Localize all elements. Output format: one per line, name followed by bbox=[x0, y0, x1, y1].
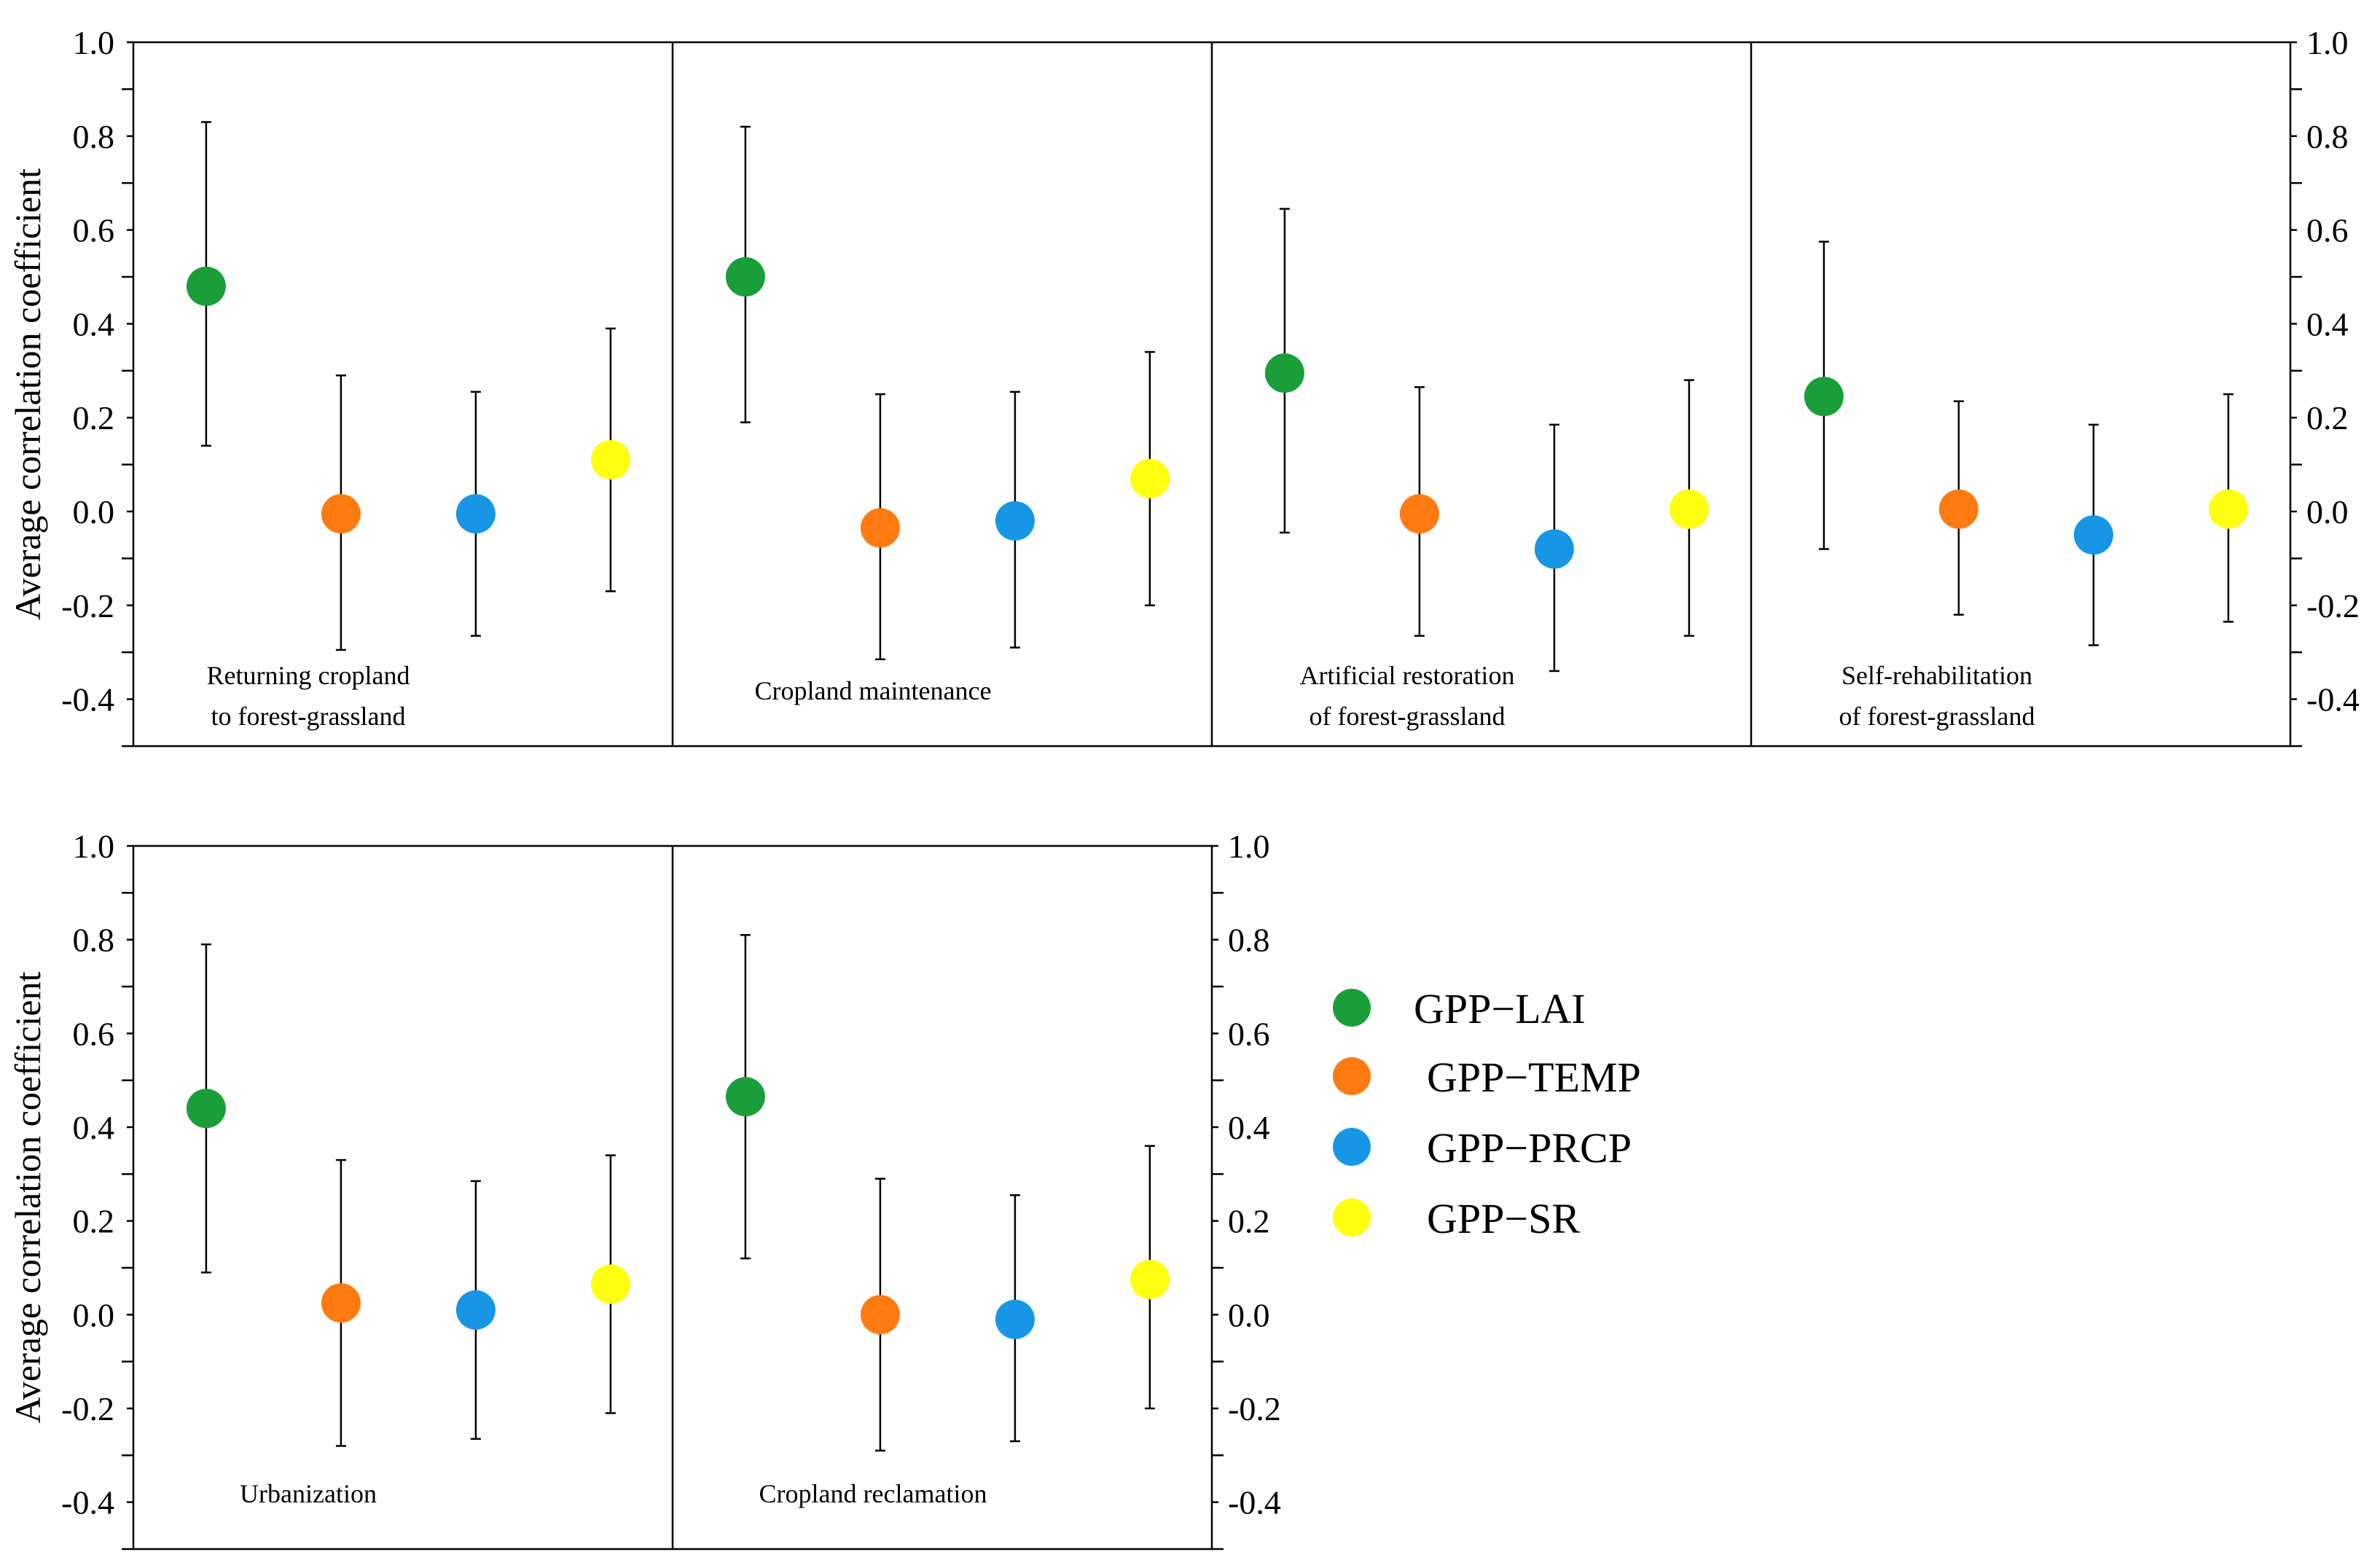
y-tick-label: 0.8 bbox=[73, 922, 115, 959]
point-gpp-temp bbox=[321, 494, 361, 534]
point-gpp-prcp bbox=[995, 501, 1035, 541]
point-gpp-lai bbox=[725, 257, 765, 297]
y-tick-label-right: 0.2 bbox=[2306, 399, 2349, 436]
panel-label: Artificial restoration bbox=[1300, 661, 1515, 690]
y-tick-label: 0.0 bbox=[73, 1296, 115, 1333]
panel-label: Cropland reclamation bbox=[759, 1479, 987, 1508]
panel-label: to forest-grassland bbox=[211, 702, 406, 731]
point-gpp-sr bbox=[590, 440, 630, 480]
legend-marker bbox=[1333, 1128, 1371, 1166]
point-gpp-temp bbox=[1938, 489, 1978, 529]
y-tick-label: 0.8 bbox=[73, 118, 115, 155]
y-tick-label: 0.2 bbox=[73, 1203, 115, 1240]
panel-2-2: Cropland reclamation bbox=[725, 933, 1170, 1508]
point-gpp-temp bbox=[860, 508, 900, 548]
y-tick-label-right: 0.8 bbox=[1228, 922, 1270, 959]
panel-1-3: Artificial restoration of forest-grasslan… bbox=[1264, 208, 1709, 731]
panel-1-4: Self-rehabilitation of forest-grassland bbox=[1804, 240, 2248, 731]
legend-label: GPP−SR bbox=[1427, 1195, 1580, 1242]
y-tick-label-right: 0.0 bbox=[2306, 493, 2349, 530]
y-tick-label: -0.2 bbox=[61, 1390, 114, 1427]
point-gpp-sr bbox=[1130, 1260, 1170, 1300]
y-tick-label-right: 0.8 bbox=[2306, 118, 2349, 155]
y-tick-label-right: 0.0 bbox=[1228, 1296, 1270, 1333]
point-gpp-lai bbox=[186, 266, 226, 306]
y-tick-label-right: -0.2 bbox=[2306, 587, 2360, 624]
panel-label: Self-rehabilitation bbox=[1841, 661, 2032, 690]
y-tick-label-right: 1.0 bbox=[2306, 24, 2349, 61]
point-gpp-prcp bbox=[455, 1290, 496, 1330]
y-tick-label-right: 0.6 bbox=[2306, 212, 2349, 249]
point-gpp-lai bbox=[1804, 377, 1844, 417]
point-gpp-lai bbox=[1264, 353, 1304, 393]
chart-row-2: 1.0 1.0 0.8 0.8 0.6 0.6 0.4 0.4 0.2 0.2 0.0 0.0 -0.2… bbox=[7, 828, 1281, 1551]
y-axis-title: Average correlation coefficient bbox=[7, 168, 48, 620]
y-tick-label-right: 0.6 bbox=[1228, 1015, 1270, 1052]
point-gpp-temp bbox=[860, 1295, 900, 1335]
legend-marker bbox=[1333, 989, 1371, 1027]
y-tick-label: -0.4 bbox=[61, 1484, 114, 1521]
chart-row-1: 1.0 1.0 0.8 0.8 0.6 0.6 0.4 0.4 0.2 0.2 0.0 0.0 -0.2… bbox=[7, 24, 2360, 748]
y-tick-label-right: 0.4 bbox=[2306, 305, 2349, 342]
y-tick-label-right: 1.0 bbox=[1228, 828, 1270, 865]
legend-label: GPP−TEMP bbox=[1427, 1054, 1641, 1101]
panel-label: Returning cropland bbox=[207, 661, 410, 690]
y-tick-label: 1.0 bbox=[73, 24, 115, 61]
point-gpp-temp bbox=[321, 1283, 361, 1323]
y-tick-label: 0.6 bbox=[73, 1015, 115, 1052]
point-gpp-temp bbox=[1399, 494, 1439, 534]
panel-1-2: Cropland maintenance bbox=[725, 125, 1170, 705]
legend-marker bbox=[1333, 1199, 1371, 1236]
point-gpp-sr bbox=[2208, 489, 2248, 529]
legend-label: GPP−LAI bbox=[1414, 985, 1586, 1032]
y-tick-label: 0.2 bbox=[73, 399, 115, 436]
y-tick-label-right: -0.4 bbox=[1228, 1484, 1281, 1521]
y-tick-label: 0.0 bbox=[73, 493, 115, 530]
y-tick-label: 0.4 bbox=[73, 305, 115, 342]
point-gpp-sr bbox=[1669, 489, 1709, 529]
y-tick-label-right: 0.4 bbox=[1228, 1109, 1270, 1146]
legend-label: GPP−PRCP bbox=[1427, 1124, 1632, 1172]
point-gpp-prcp bbox=[1534, 529, 1574, 569]
panel-label: Cropland maintenance bbox=[755, 676, 992, 705]
panel-2-1: Urbanization bbox=[186, 943, 630, 1508]
y-tick-label-right: -0.4 bbox=[2306, 681, 2360, 718]
y-tick-label-right: 0.2 bbox=[1228, 1203, 1270, 1240]
y-tick-label-right: -0.2 bbox=[1228, 1390, 1281, 1427]
y-tick-label: -0.4 bbox=[61, 681, 114, 718]
y-axis-title: Average correlation coefficient bbox=[7, 971, 48, 1423]
y-tick-label: 0.6 bbox=[73, 212, 115, 249]
panel-1-1: Returning cropland to forest-grassland bbox=[186, 121, 630, 731]
point-gpp-sr bbox=[590, 1264, 630, 1304]
panel-label: of forest-grassland bbox=[1310, 702, 1506, 731]
panel-label: Urbanization bbox=[240, 1479, 377, 1508]
y-tick-label: 1.0 bbox=[73, 828, 115, 865]
point-gpp-prcp bbox=[455, 494, 496, 534]
point-gpp-lai bbox=[186, 1089, 226, 1129]
point-gpp-lai bbox=[725, 1077, 765, 1117]
figure-layer: 1.0 1.0 0.8 0.8 0.6 0.6 0.4 0.4 0.2 0.2 0.0 0.0 -0.2… bbox=[7, 24, 2360, 1551]
legend: GPP−LAI GPP−TEMP GPP−PRCP GPP−SR bbox=[1333, 985, 1641, 1242]
y-tick-label: -0.2 bbox=[61, 587, 114, 624]
legend-marker bbox=[1333, 1057, 1371, 1095]
point-gpp-prcp bbox=[2073, 515, 2113, 555]
point-gpp-sr bbox=[1130, 458, 1170, 498]
panel-label: of forest-grassland bbox=[1839, 702, 2035, 731]
point-gpp-prcp bbox=[995, 1299, 1035, 1339]
y-tick-label: 0.4 bbox=[73, 1109, 115, 1146]
